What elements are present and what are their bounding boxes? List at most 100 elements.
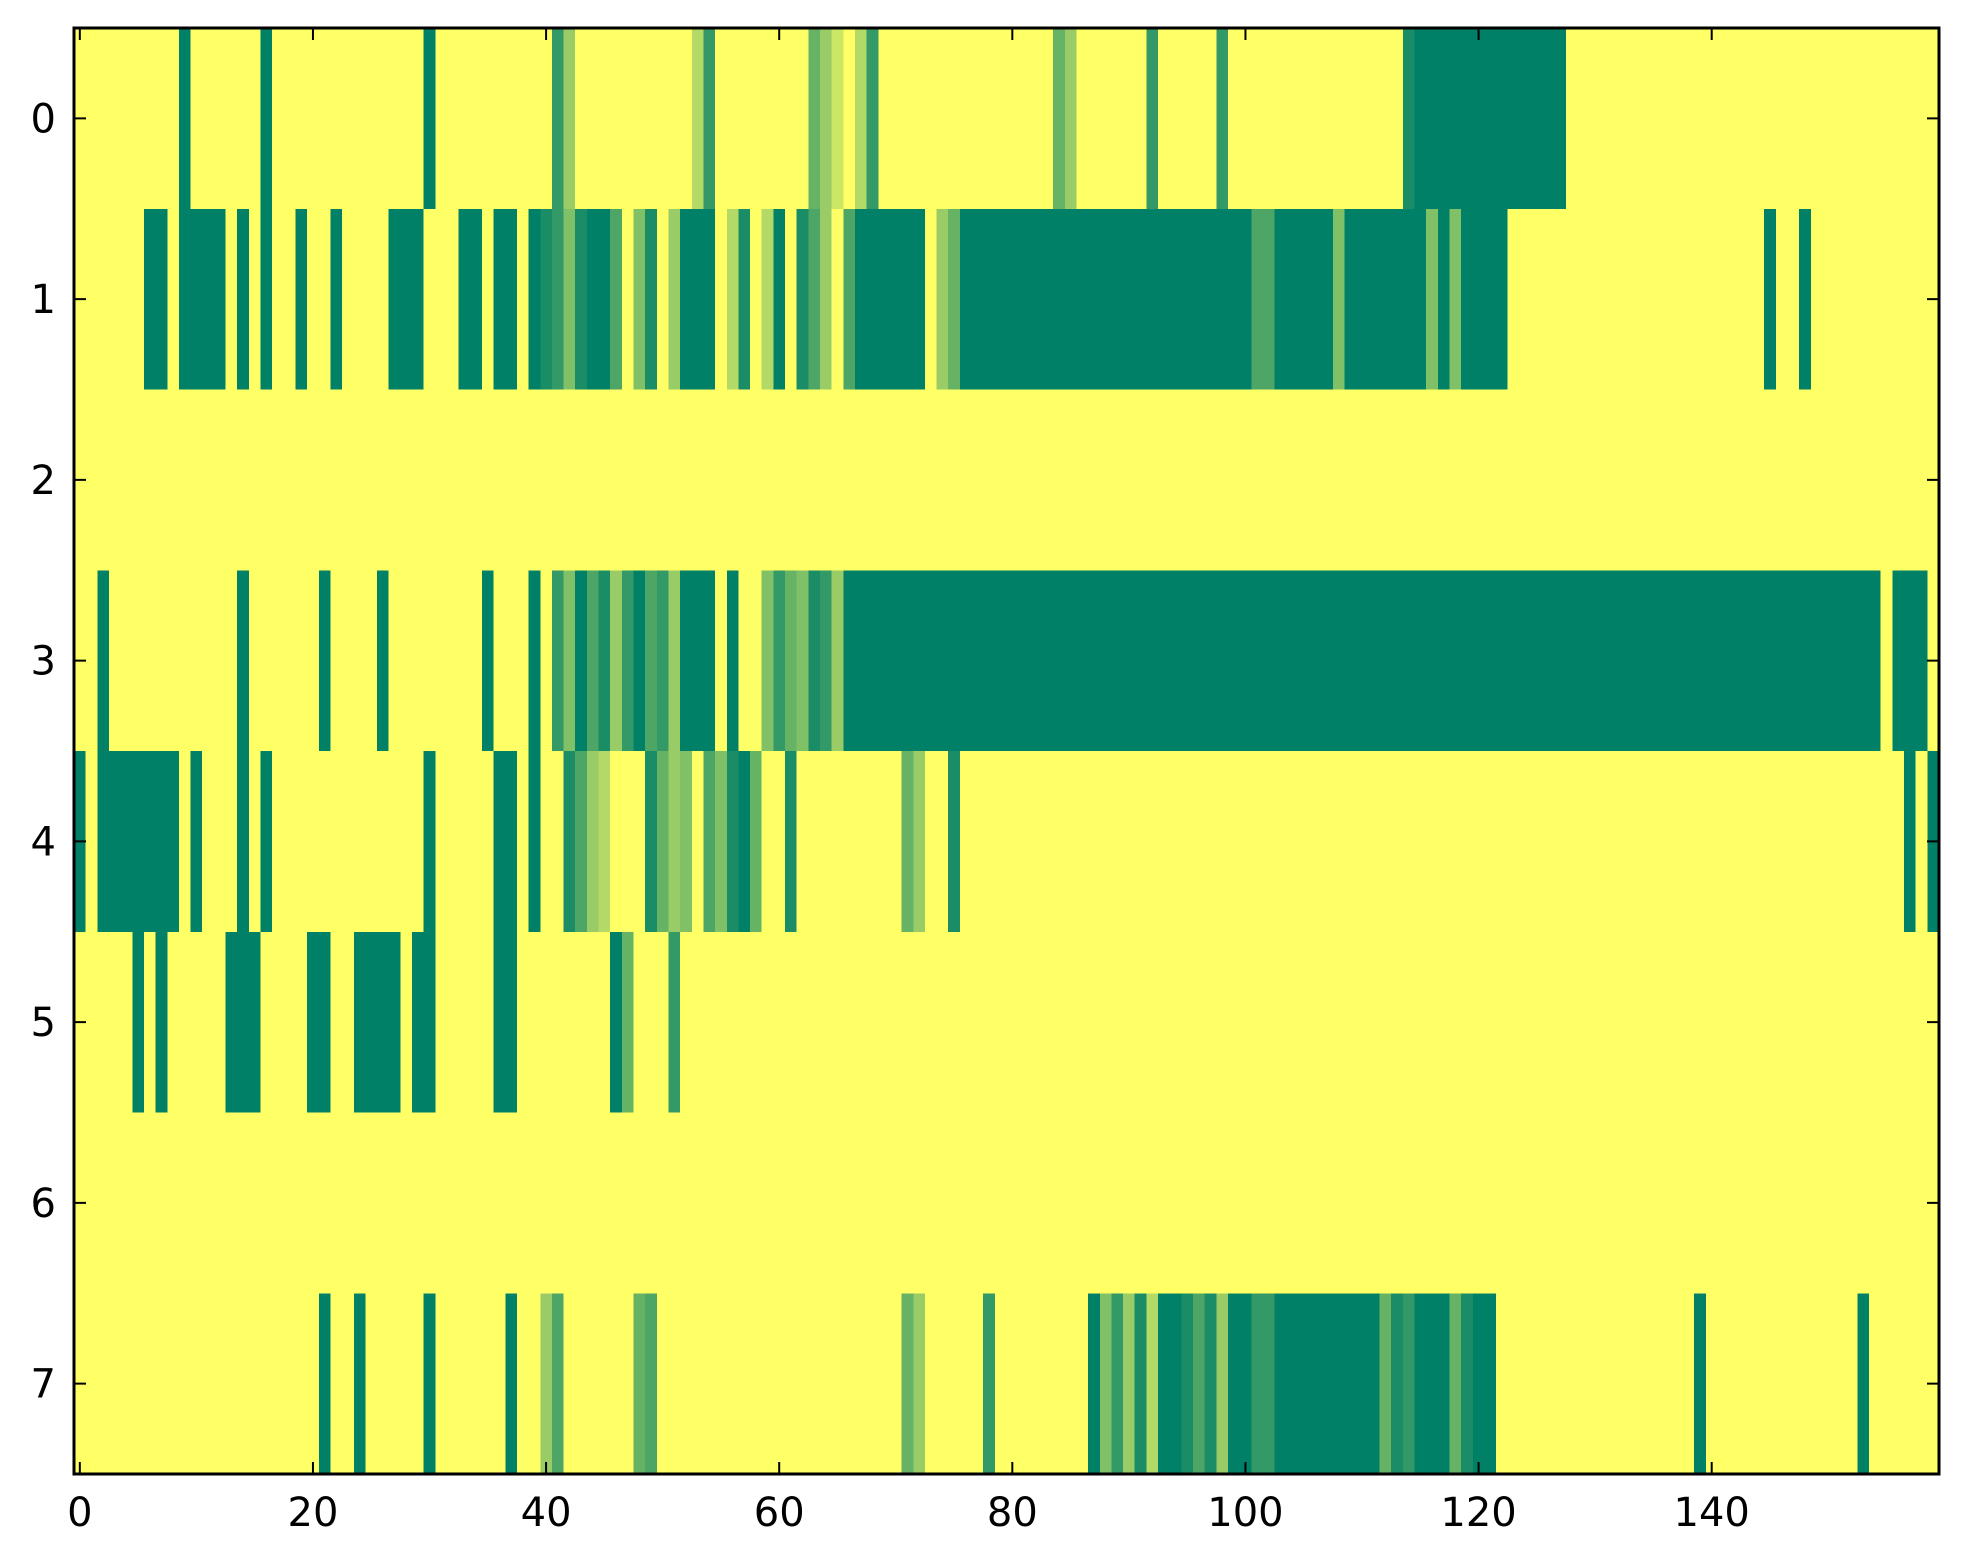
- heatmap-cell: [633, 570, 646, 751]
- heatmap-cell: [1449, 1293, 1462, 1474]
- heatmap-cell: [1251, 208, 1275, 390]
- x-tick-label: 140: [1674, 1490, 1750, 1536]
- heatmap-cell: [598, 570, 611, 751]
- heatmap-cell: [237, 751, 249, 932]
- y-tick-label: 4: [31, 819, 56, 865]
- heatmap-cell: [551, 208, 564, 390]
- heatmap-cell: [680, 570, 716, 751]
- heatmap-cell: [1274, 208, 1333, 390]
- heatmap-cell: [726, 751, 739, 932]
- heatmap-cell: [1461, 1293, 1473, 1474]
- heatmap-cell: [563, 28, 576, 209]
- heatmap-cell: [913, 751, 925, 932]
- heatmap-cell: [155, 931, 168, 1113]
- y-tick-label: 0: [31, 96, 56, 142]
- heatmap-cell: [610, 931, 622, 1113]
- heatmap-cell: [808, 570, 820, 751]
- heatmap-cell: [528, 570, 541, 751]
- heatmap-cell: [493, 751, 517, 932]
- heatmap-cell: [703, 28, 716, 209]
- heatmap-cell: [1181, 1293, 1193, 1474]
- heatmap-cell: [493, 931, 517, 1113]
- heatmap-cell: [656, 570, 669, 751]
- heatmap-cell: [796, 570, 809, 751]
- heatmap-cell: [551, 1293, 564, 1474]
- heatmap-cell: [668, 751, 681, 932]
- heatmap-cell: [1857, 1293, 1870, 1474]
- heatmap-cell: [143, 208, 168, 390]
- heatmap-cell: [1426, 208, 1438, 390]
- heatmap-cell: [551, 28, 564, 209]
- heatmap-cell: [1064, 28, 1077, 209]
- heatmap-cell: [761, 208, 774, 390]
- heatmap-cell: [691, 28, 704, 209]
- heatmap-cell: [132, 931, 144, 1113]
- heatmap-cell: [353, 931, 401, 1113]
- heatmap-cell: [295, 208, 308, 390]
- heatmap-cell: [260, 28, 273, 209]
- heatmap-cell: [598, 751, 611, 932]
- heatmap-cell: [854, 28, 867, 209]
- heatmap-cell: [948, 208, 960, 390]
- heatmap-cell: [318, 1293, 331, 1474]
- heatmap-cell: [318, 570, 331, 751]
- heatmap-cell: [901, 751, 914, 932]
- heatmap-cell: [1146, 1293, 1159, 1474]
- heatmap-cell: [423, 1293, 436, 1474]
- heatmap-cell: [645, 751, 657, 932]
- heatmap-cell: [1123, 1293, 1135, 1474]
- heatmap-cell: [843, 570, 1601, 751]
- heatmap-cell: [528, 751, 541, 932]
- heatmap-cell: [563, 208, 576, 390]
- heatmap-cell: [353, 1293, 366, 1474]
- heatmap-cell: [1764, 208, 1776, 390]
- y-tick-label: 7: [31, 1362, 56, 1408]
- heatmap-cell: [703, 751, 716, 932]
- heatmap-cell: [796, 208, 809, 390]
- heatmap-cell: [1274, 1293, 1380, 1474]
- heatmap-cell: [575, 570, 587, 751]
- heatmap-cell: [1694, 1293, 1706, 1474]
- heatmap-cell: [1204, 1293, 1217, 1474]
- heatmap-cell: [493, 208, 517, 390]
- axis-ticks: [74, 28, 1939, 1474]
- heatmap-cell: [820, 208, 832, 390]
- heatmap-cell: [1402, 28, 1415, 209]
- heatmap-cell: [1799, 208, 1811, 390]
- heatmap-cell: [820, 570, 832, 751]
- heatmap-cell: [225, 931, 261, 1113]
- x-tick-label: 20: [288, 1490, 339, 1536]
- heatmap-cell: [820, 28, 832, 209]
- heatmap-cell: [307, 931, 331, 1113]
- heatmap-cell: [412, 931, 436, 1113]
- heatmap-cell: [1402, 1293, 1415, 1474]
- heatmap-cell: [1088, 1293, 1100, 1474]
- y-tick-label: 1: [31, 277, 56, 323]
- heatmap-cell: [1600, 570, 1625, 751]
- heatmap-cell: [1193, 1293, 1205, 1474]
- heatmap-cells: [74, 28, 1939, 1474]
- heatmap-cell: [178, 208, 226, 390]
- heatmap-cell: [610, 570, 622, 751]
- heatmap-cell: [132, 751, 179, 932]
- heatmap-cell: [645, 570, 657, 751]
- heatmap-cell: [738, 208, 751, 390]
- heatmap-cell: [715, 751, 727, 932]
- heatmap-cell: [1414, 1293, 1450, 1474]
- heatmap-cell: [586, 751, 599, 932]
- heatmap-cell: [1414, 28, 1566, 209]
- heatmap-cell: [575, 208, 587, 390]
- y-tick-label: 2: [31, 458, 56, 504]
- heatmap-cell: [621, 570, 634, 751]
- heatmap-cell: [680, 751, 692, 932]
- heatmap-cell: [831, 28, 844, 209]
- heatmap-cell: [656, 751, 669, 932]
- plot-frame: [72, 26, 1941, 1476]
- heatmap-cell: [1216, 1293, 1228, 1474]
- heatmap-cell: [190, 751, 203, 932]
- heatmap-cell: [377, 570, 389, 751]
- heatmap-cell: [540, 1293, 552, 1474]
- heatmap-cell: [633, 1293, 646, 1474]
- heatmap-cell: [785, 570, 797, 751]
- heatmap-cell: [458, 208, 482, 390]
